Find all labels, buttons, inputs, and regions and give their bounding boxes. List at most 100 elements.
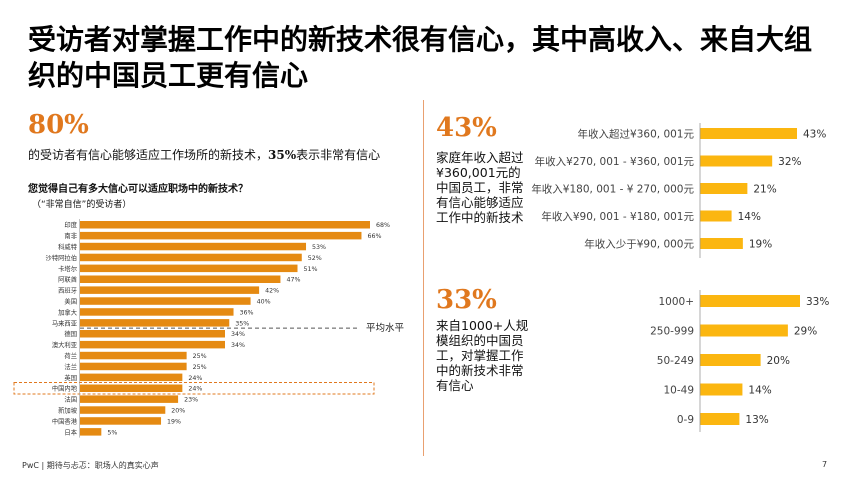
tick-label-country: 中国香港 — [52, 416, 78, 425]
tick-label-income: 年收入¥180, 001 - ¥ 270, 000元 — [531, 183, 694, 196]
bar-country — [80, 297, 251, 305]
tick-label-country: 南非 — [64, 231, 77, 240]
bar-income — [700, 128, 797, 139]
data-label-income: 21% — [753, 184, 776, 196]
tick-label-country: 印度 — [64, 220, 77, 229]
orgsize-description: 来自1000+人规模组织的中国员工，对掌握工作中的新技术非常有信心 — [436, 318, 529, 393]
income-big-stat: 43% — [436, 113, 497, 143]
tick-label-income: 年收入少于¥90, 000元 — [584, 238, 694, 251]
data-label-country: 68% — [376, 222, 390, 229]
tick-label-orgsize: 0-9 — [677, 414, 694, 426]
stat-text-tail: 表示非常有信心 — [296, 148, 381, 162]
data-label-country: 52% — [308, 255, 322, 262]
data-label-country: 47% — [286, 277, 300, 284]
orgsize-big-stat: 33% — [436, 285, 497, 315]
data-label-income: 19% — [749, 239, 772, 251]
tick-label-income: 年收入¥90, 001 - ¥180, 001元 — [541, 210, 694, 223]
data-label-country: 23% — [184, 397, 198, 404]
chart-subtitle: （“非常自信”的受访者） — [32, 200, 132, 210]
data-label-country: 24% — [188, 375, 202, 382]
average-label: 平均水平 — [366, 322, 405, 334]
page-number: 7 — [822, 460, 828, 469]
bar-country — [80, 231, 362, 240]
bar-income — [700, 238, 743, 249]
tick-label-income: 年收入超过¥360, 001元 — [578, 128, 695, 141]
stat-text-bold: 35% — [268, 148, 297, 162]
income-description: 家庭年收入超过¥360,001元的中国员工，非常有信心能够适应工作中的新技术 — [436, 150, 524, 225]
tick-label-orgsize: 10-49 — [663, 385, 694, 397]
column-divider — [423, 100, 424, 456]
tick-label-country: 加拿大 — [58, 307, 78, 316]
bar-income — [700, 183, 748, 194]
tick-label-country: 马来西亚 — [52, 319, 78, 327]
bar-country — [80, 406, 166, 414]
tick-label-country: 澳大利亚 — [52, 340, 78, 349]
bar-orgsize — [700, 295, 800, 307]
data-label-country: 34% — [231, 331, 245, 338]
data-label-country: 53% — [312, 244, 326, 251]
data-label-income: 43% — [803, 129, 826, 141]
tick-label-country: 日本 — [64, 427, 77, 436]
tick-label-country: 沙特阿拉伯 — [46, 253, 77, 262]
bar-income — [700, 210, 732, 222]
tick-label-country: 法兰 — [64, 362, 77, 371]
bar-country — [80, 330, 225, 338]
bar-income — [700, 155, 773, 167]
tick-label-country: 西班牙 — [58, 286, 77, 295]
tick-label-country: 卡塔尔 — [58, 264, 77, 273]
bar-country — [80, 286, 260, 294]
bar-country — [80, 264, 298, 273]
tick-label-country: 中国内地 — [52, 384, 78, 393]
bar-country — [80, 242, 307, 251]
tick-label-orgsize: 1000+ — [658, 296, 694, 308]
tick-label-orgsize: 50-249 — [657, 355, 694, 367]
data-label-orgsize: 20% — [767, 355, 790, 367]
bar-country — [80, 221, 370, 229]
tick-label-country: 科威特 — [58, 242, 78, 251]
tick-label-country: 新加坡 — [58, 406, 78, 415]
data-label-country: 35% — [235, 320, 249, 327]
chart-question: 您觉得自己有多大信心可以适应职场中的新技术？ — [28, 184, 248, 195]
footer-source: PwC | 期待与忐忑：职场人的真实心声 — [22, 461, 159, 470]
bar-orgsize — [700, 413, 740, 425]
tick-label-orgsize: 250-999 — [650, 326, 694, 338]
bar-orgsize — [700, 324, 788, 337]
data-label-orgsize: 33% — [806, 296, 829, 308]
data-label-country: 25% — [193, 353, 207, 360]
bar-country — [80, 308, 234, 316]
bar-orgsize — [700, 354, 761, 366]
bar-country — [80, 428, 102, 436]
tick-label-income: 年收入¥270, 001 - ¥360, 001元 — [535, 155, 695, 168]
left-big-stat: 80% — [28, 110, 89, 140]
bar-country — [80, 362, 187, 371]
bar-country — [80, 275, 281, 283]
data-label-country: 40% — [257, 299, 271, 306]
tick-label-country: 美国 — [64, 297, 77, 306]
stat-text-main: 的受访者有信心能够适应工作场所的新技术， — [28, 148, 269, 162]
bar-country — [80, 351, 187, 360]
data-label-country: 20% — [171, 408, 185, 415]
page-title: 受访者对掌握工作中的新技术很有信心，其中高收入、来自大组织的中国员工更有信心 — [28, 23, 813, 92]
data-label-income: 32% — [778, 156, 801, 168]
data-label-country: 42% — [265, 288, 279, 295]
bar-country — [80, 373, 183, 382]
data-label-country: 34% — [231, 342, 245, 349]
data-label-orgsize: 29% — [794, 326, 817, 338]
bar-country — [80, 395, 179, 403]
data-label-country: 36% — [240, 309, 254, 316]
data-label-country: 25% — [193, 364, 207, 371]
data-label-country: 24% — [188, 386, 202, 393]
highlight-box-china — [13, 382, 375, 395]
bar-country — [80, 417, 162, 425]
data-label-country: 66% — [367, 233, 381, 240]
left-stat-text: 的受访者有信心能够适应工作场所的新技术，35%表示非常有信心 — [28, 146, 380, 163]
bar-country — [80, 340, 225, 349]
tick-label-country: 英国 — [64, 373, 77, 382]
data-label-country: 19% — [167, 418, 181, 425]
data-label-country: 51% — [304, 266, 318, 273]
bar-orgsize — [700, 383, 743, 396]
data-label-income: 14% — [738, 211, 761, 223]
bar-country — [80, 384, 183, 392]
data-label-orgsize: 14% — [748, 385, 771, 397]
